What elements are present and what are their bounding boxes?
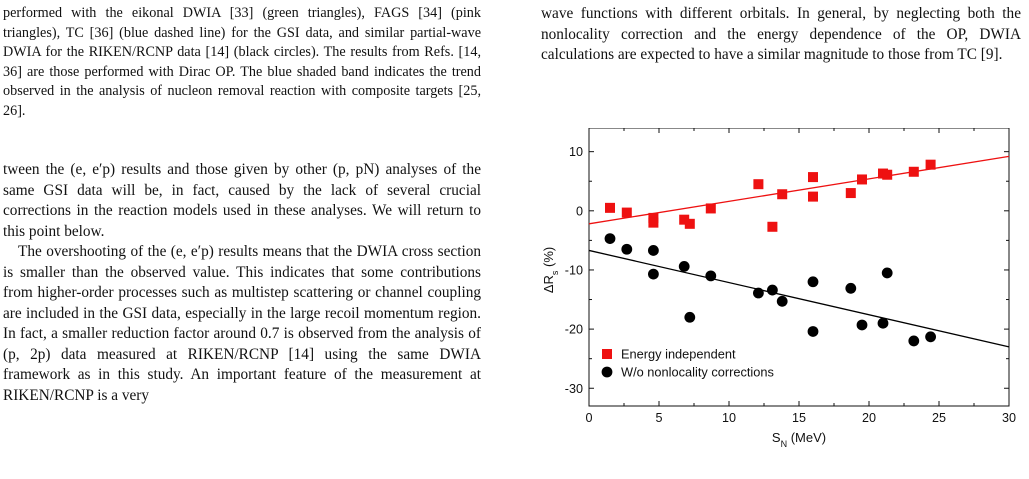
y-tick-label: 10: [569, 145, 583, 159]
data-point-series-0: [925, 159, 936, 170]
legend-label-series-1: W/o nonlocality corrections: [621, 365, 774, 380]
x-tick-label: 30: [1002, 411, 1016, 425]
data-point-series-1: [856, 319, 868, 331]
data-point-series-1: [881, 267, 893, 279]
data-point-series-0: [908, 166, 919, 177]
data-point-series-0: [808, 172, 818, 183]
data-point-series-0: [777, 189, 788, 200]
data-point-series-0: [684, 218, 695, 229]
scatter-figure: 0 5 10 15 20 25 30 10 0 -10 -20 -30 SN (MeV) ΔRs (%) E…: [541, 128, 1021, 458]
x-tick-label: 25: [932, 411, 946, 425]
chart-svg: 0 5 10 15 20 25 30 10 0 -10 -20 -30 SN (MeV) ΔRs (%) E…: [541, 128, 1016, 449]
x-tick-label: 5: [655, 411, 662, 425]
legend-marker-series-0: [602, 349, 612, 359]
figure-caption: performed with the eikonal DWIA [33] (gr…: [3, 5, 481, 119]
data-point-series-0: [605, 202, 615, 213]
data-point-series-1: [604, 233, 616, 245]
data-point-series-0: [767, 221, 778, 232]
data-point-series-1: [845, 282, 857, 294]
y-tick-label: 0: [576, 204, 583, 218]
data-point-series-1: [877, 317, 889, 329]
fit-line-series-1: [588, 249, 1010, 348]
data-point-series-1: [648, 245, 659, 256]
data-point-series-0: [882, 169, 893, 180]
paragraph: The overshooting of the (e, e′p) results…: [3, 243, 481, 404]
y-tick-label: -30: [565, 382, 583, 396]
paragraph: wave functions with different orbitals. …: [541, 5, 1021, 63]
data-point-series-1: [807, 276, 819, 288]
data-point-series-0: [621, 207, 632, 218]
data-point-series-0: [845, 188, 856, 199]
data-point-series-0: [705, 203, 716, 214]
fit-line-series-0: [588, 155, 1010, 225]
y-tick-label: -10: [565, 263, 583, 277]
data-point-series-1: [753, 287, 764, 299]
data-point-series-0: [857, 174, 867, 185]
x-tick-label: 20: [862, 411, 876, 425]
data-point-series-1: [678, 261, 690, 272]
x-tick-label: 10: [722, 411, 736, 425]
data-point-series-1: [621, 243, 633, 255]
legend-label-series-0: Energy independent: [621, 347, 736, 362]
x-axis-label: SN (MeV): [772, 430, 826, 449]
right-column: wave functions with different orbitals. …: [541, 4, 1021, 66]
data-point-series-1: [648, 268, 659, 280]
y-axis-label: ΔRs (%): [541, 247, 560, 293]
left-column: performed with the eikonal DWIA [33] (gr…: [3, 4, 481, 406]
x-tick-label: 15: [792, 411, 806, 425]
legend-marker-series-1: [601, 366, 613, 378]
data-point-series-1: [807, 326, 819, 337]
data-point-series-1: [684, 311, 696, 323]
data-point-series-0: [753, 179, 764, 190]
data-point-series-0: [679, 214, 690, 225]
data-point-series-0: [648, 217, 659, 228]
data-point-series-0: [808, 191, 818, 202]
y-tick-label: -20: [565, 323, 583, 337]
paragraph: tween the (e, e′p) results and those giv…: [3, 161, 481, 240]
data-point-series-1: [705, 270, 717, 282]
data-point-series-1: [767, 284, 778, 296]
data-point-series-1: [908, 335, 920, 347]
data-point-series-1: [925, 331, 936, 343]
x-tick-label: 0: [585, 411, 592, 425]
data-point-series-1: [776, 295, 788, 307]
